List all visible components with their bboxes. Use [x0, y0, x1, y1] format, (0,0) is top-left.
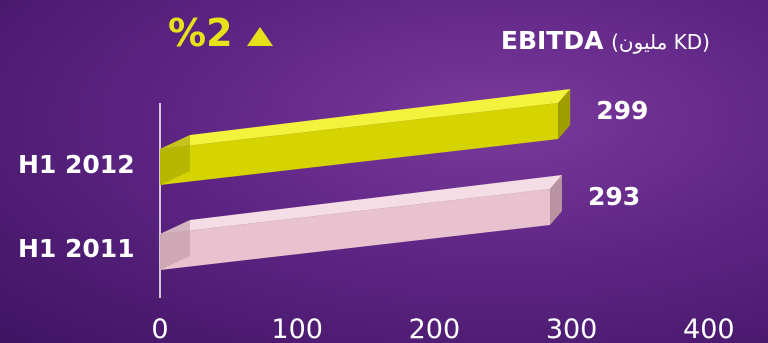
- chart-title-unit: (مليون KD): [611, 30, 710, 54]
- x-tick-label: 0: [151, 314, 168, 343]
- change-indicator: %2: [168, 14, 273, 52]
- bar: [160, 188, 550, 270]
- x-tick-label: 400: [683, 314, 735, 343]
- bar-side-face: [558, 89, 571, 140]
- chart-title-main: EBITDA: [500, 26, 604, 55]
- chart-title: EBITDA (مليون KD): [501, 26, 710, 55]
- bar-side-face: [549, 174, 562, 225]
- bar-top-face: [160, 89, 571, 149]
- data-label: 299: [596, 96, 648, 125]
- x-tick-label: 300: [546, 314, 598, 343]
- bar-end-face: [160, 220, 190, 270]
- triangle-up-icon: [246, 26, 273, 46]
- change-percent: %2: [168, 11, 233, 55]
- bar-top-face: [160, 174, 562, 234]
- x-tick-label: 100: [271, 314, 323, 343]
- bar-end-face: [160, 135, 190, 185]
- category-label: H1 2012: [18, 150, 135, 179]
- category-label: H1 2011: [18, 234, 135, 263]
- data-label: 293: [588, 182, 640, 211]
- x-tick-label: 200: [409, 314, 461, 343]
- bar: [160, 103, 559, 185]
